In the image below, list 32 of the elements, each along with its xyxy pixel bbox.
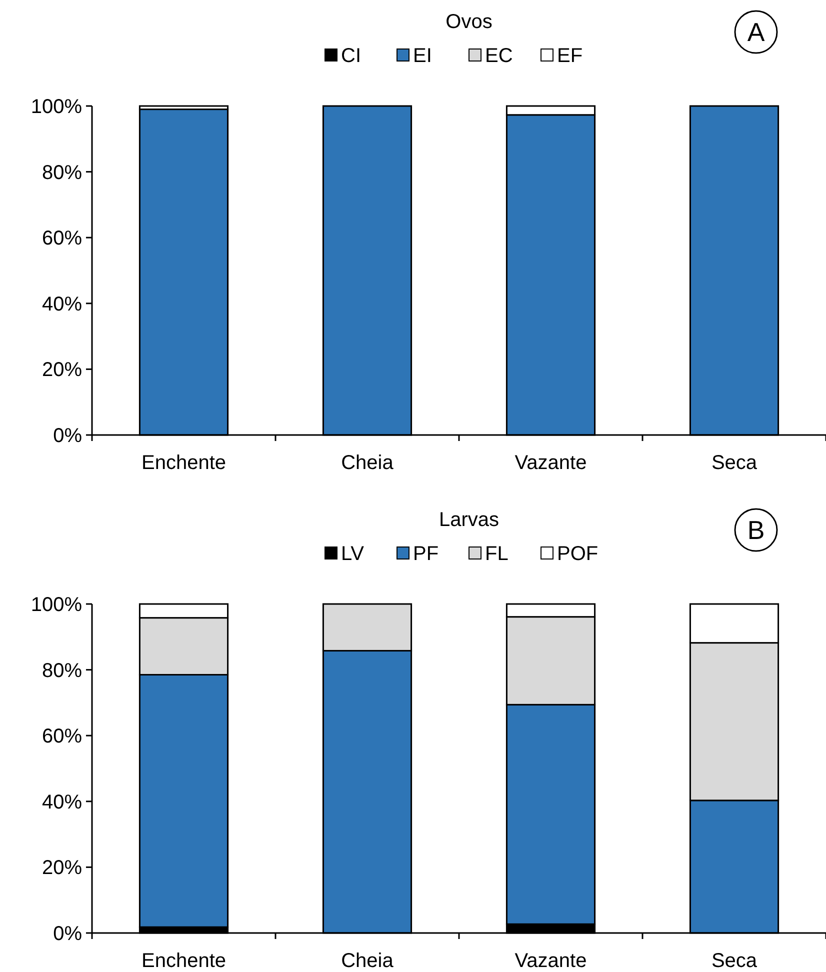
legend-label: PF <box>413 543 439 565</box>
x-tick-label: Cheia <box>341 452 394 474</box>
x-tick-label: Cheia <box>341 950 394 972</box>
circled-letter: A <box>734 10 778 54</box>
y-tick-label: 20% <box>42 857 82 880</box>
y-tick-label: 0% <box>53 425 82 447</box>
x-tick-label: Seca <box>711 950 758 972</box>
y-tick-label: 0% <box>53 923 82 945</box>
y-tick-label: 100% <box>30 96 82 118</box>
legend-label: EC <box>485 45 513 67</box>
chart-title: Ovos <box>446 11 492 33</box>
legend-label: EI <box>413 45 432 67</box>
x-tick-label: Enchente <box>141 452 226 474</box>
y-tick-label: 80% <box>42 162 82 184</box>
x-tick-label: Vazante <box>514 452 587 474</box>
y-tick-label: 40% <box>42 293 82 316</box>
legend-label: CI <box>341 45 361 67</box>
legend-label: EF <box>557 45 583 67</box>
legend-label: POF <box>557 543 598 565</box>
y-tick-label: 60% <box>42 228 82 250</box>
x-tick-label: Vazante <box>514 950 587 972</box>
circled-letter: B <box>734 508 778 552</box>
y-tick-label: 40% <box>42 791 82 814</box>
legend-label: FL <box>485 543 508 565</box>
y-tick-label: 60% <box>42 726 82 748</box>
y-tick-label: 80% <box>42 660 82 682</box>
x-tick-label: Enchente <box>141 950 226 972</box>
y-tick-label: 20% <box>42 359 82 382</box>
legend-label: LV <box>341 543 365 565</box>
chart-title: Larvas <box>438 509 500 531</box>
y-tick-label: 100% <box>30 594 82 616</box>
x-tick-label: Seca <box>711 452 758 474</box>
